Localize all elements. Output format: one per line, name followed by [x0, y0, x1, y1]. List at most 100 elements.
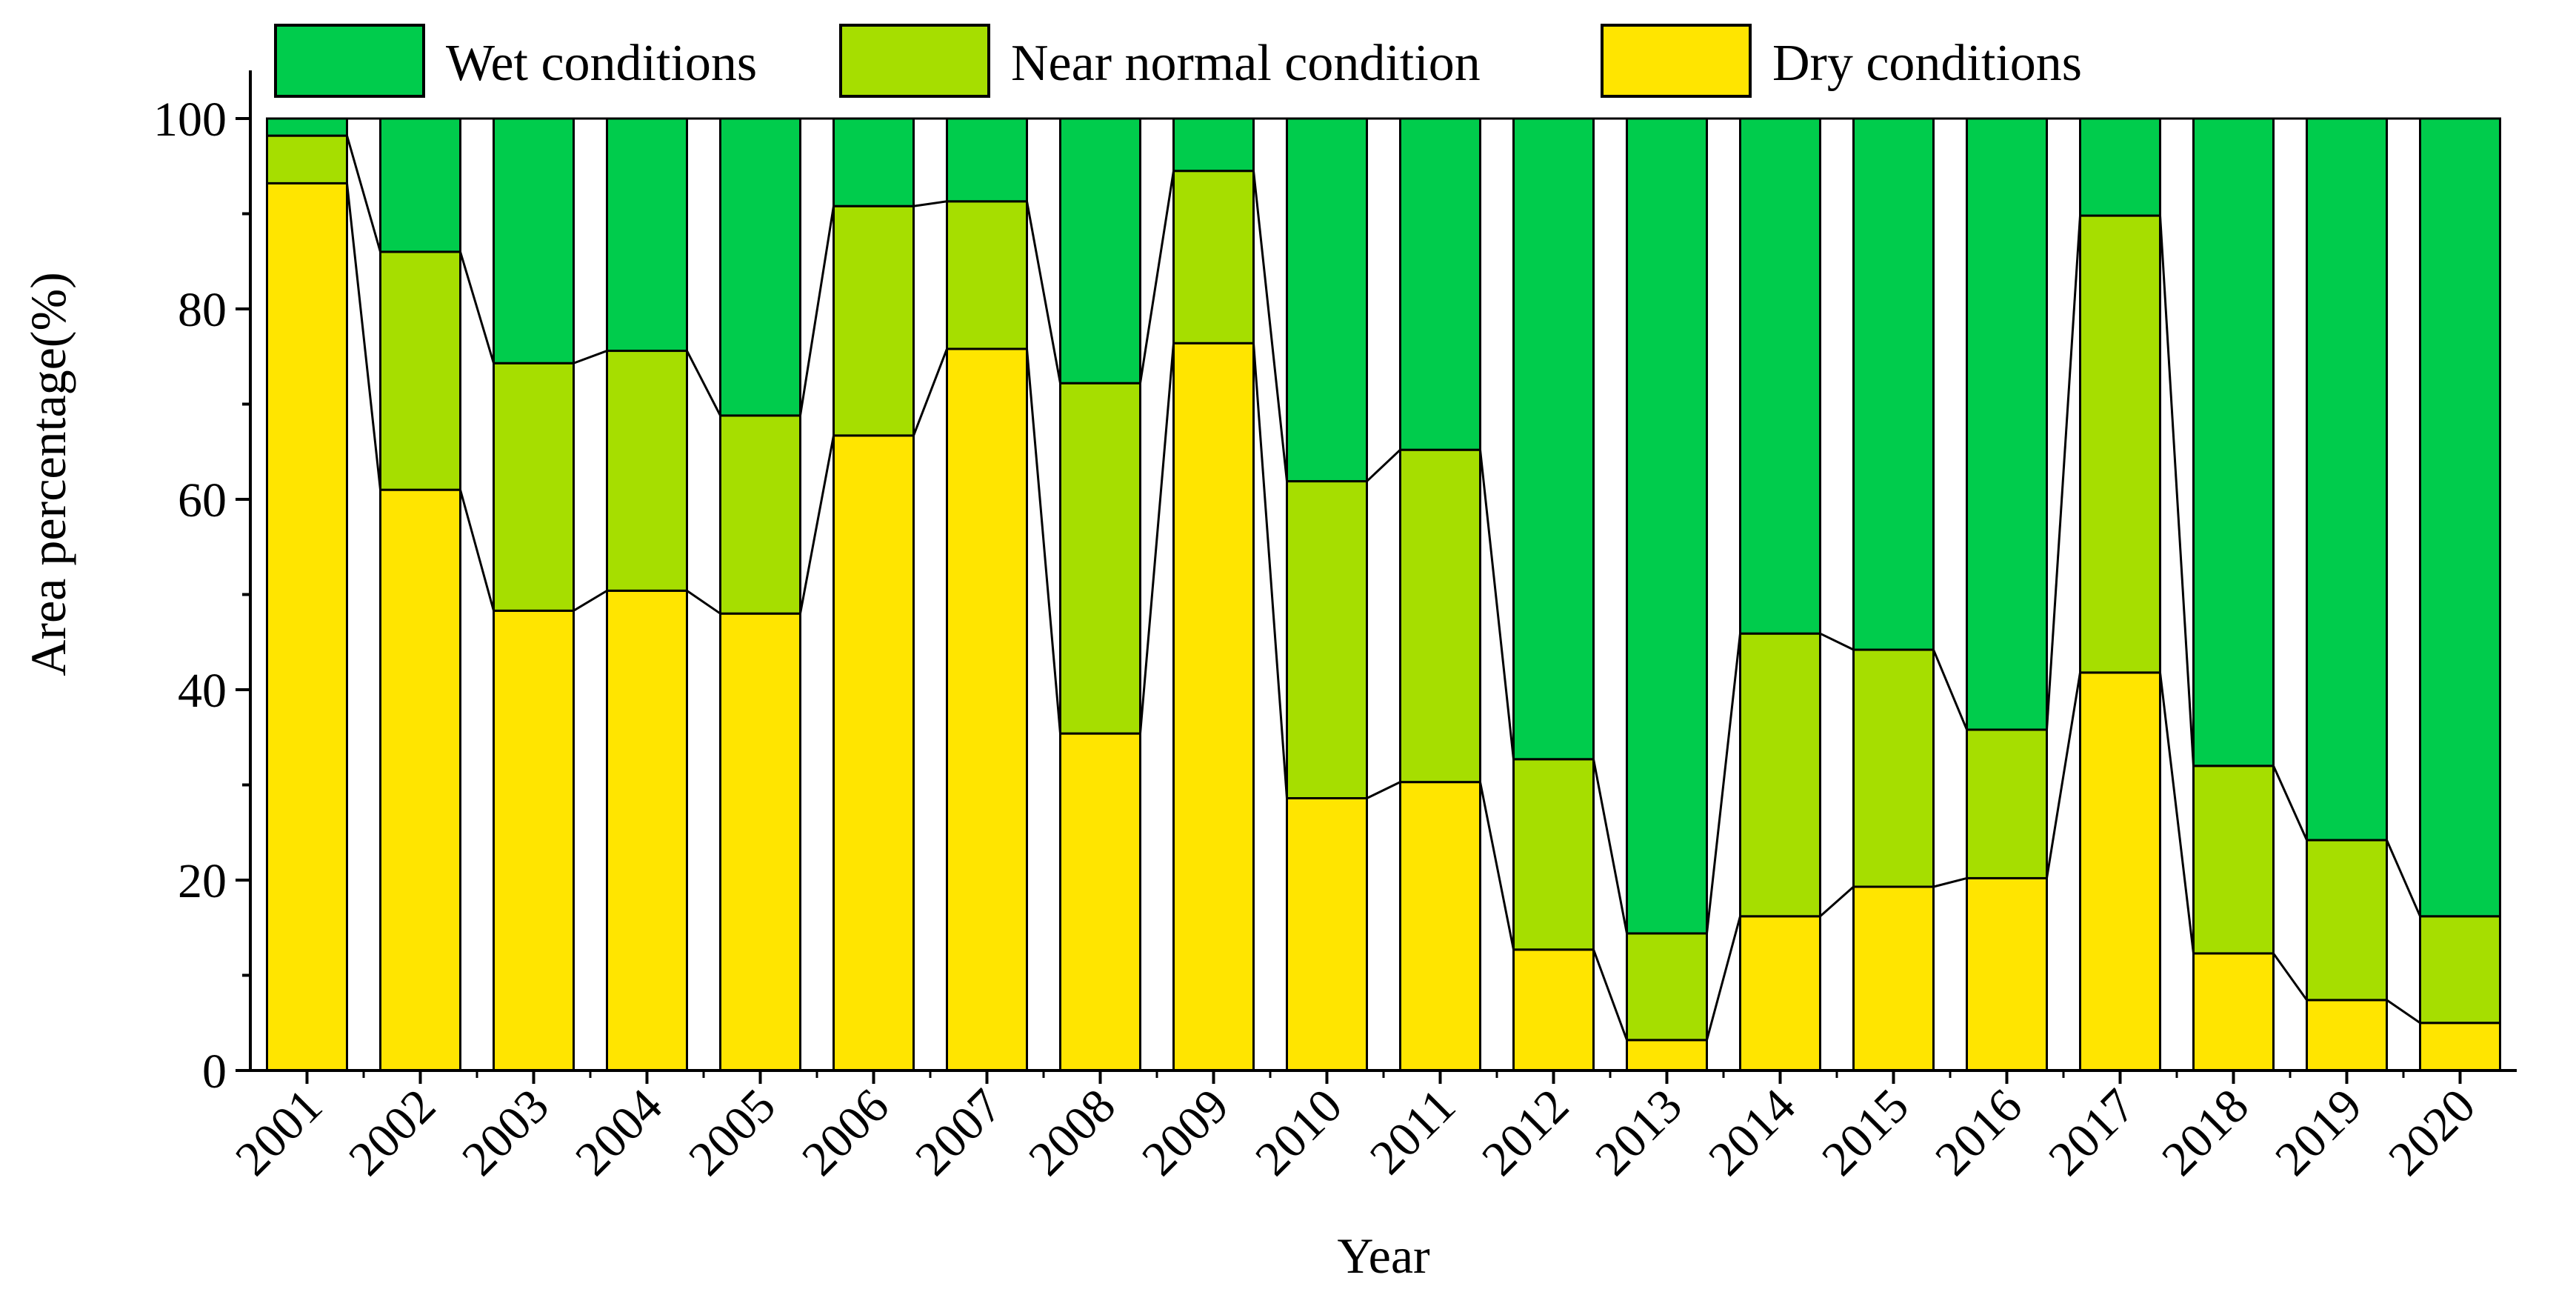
x-tick-label-2020: 2020: [2378, 1079, 2486, 1186]
bar-wet-conditions-2019: [2306, 117, 2388, 842]
bar-near-normal-condition-2005: [719, 414, 801, 615]
bar-near-normal-condition-2001: [266, 134, 348, 184]
legend-swatch-wet-conditions: [274, 24, 425, 98]
bar-dry-conditions-2005: [719, 612, 801, 1072]
bar-near-normal-condition-2013: [1626, 932, 1708, 1042]
connector-dry-conditions-2011: [1479, 782, 1515, 950]
bar-dry-conditions-2009: [1172, 342, 1255, 1072]
bar-dry-conditions-2003: [493, 609, 575, 1072]
bar-wet-conditions-2008: [1059, 117, 1141, 384]
bar-wet-conditions-2011: [1399, 117, 1481, 451]
bar-near-normal-condition-2017: [2079, 214, 2161, 674]
connector-dry-conditions-2010: [1366, 781, 1401, 799]
connector-near-normal-condition-2001: [346, 135, 381, 253]
bar-dry-conditions-2008: [1059, 732, 1141, 1072]
bar-dry-conditions-2020: [2419, 1022, 2501, 1072]
connector-near-normal-condition-2003: [573, 350, 608, 364]
connector-dry-conditions-2006: [912, 348, 948, 436]
bar-wet-conditions-2018: [2192, 117, 2275, 767]
bar-wet-conditions-2002: [379, 117, 461, 253]
bar-near-normal-condition-2019: [2306, 839, 2388, 1002]
bar-wet-conditions-2015: [1852, 117, 1935, 651]
bar-dry-conditions-2014: [1739, 915, 1821, 1072]
x-tick-label-2010: 2010: [1245, 1079, 1352, 1186]
legend-label-near-normal-condition: Near normal condition: [1011, 35, 1481, 92]
bar-near-normal-condition-2016: [1966, 728, 2048, 879]
connector-near-normal-condition-2018: [2272, 765, 2308, 841]
legend-label-dry-conditions: Dry conditions: [1772, 35, 2082, 92]
connector-near-normal-condition-2002: [459, 251, 495, 364]
bar-near-normal-condition-2012: [1512, 758, 1595, 951]
y-tick-label-0: 0: [202, 1045, 227, 1099]
bar-wet-conditions-2009: [1172, 117, 1255, 173]
bar-wet-conditions-2005: [719, 117, 801, 417]
y-tick-label-20: 20: [178, 854, 227, 908]
connector-dry-conditions-2005: [799, 435, 835, 614]
bar-dry-conditions-2013: [1626, 1039, 1708, 1072]
bar-near-normal-condition-2004: [606, 350, 688, 592]
connector-dry-conditions-2003: [573, 590, 608, 612]
connector-near-normal-condition-2012: [1592, 759, 1628, 934]
connector-dry-conditions-2007: [1026, 348, 1061, 734]
connector-near-normal-condition-2019: [2386, 839, 2421, 917]
x-tick-label-2013: 2013: [1585, 1079, 1692, 1186]
connector-dry-conditions-2012: [1592, 949, 1628, 1041]
bar-wet-conditions-2003: [493, 117, 575, 364]
connector-near-normal-condition-2010: [1366, 449, 1401, 482]
series-lines-group: [346, 117, 2421, 1041]
connector-near-normal-condition-2008: [1139, 170, 1175, 384]
connector-dry-conditions-2017: [2159, 672, 2195, 954]
connector-dry-conditions-2009: [1252, 343, 1288, 799]
bar-dry-conditions-2016: [1966, 876, 2048, 1072]
x-tick-label-2015: 2015: [1812, 1079, 1919, 1186]
x-tick-label-2004: 2004: [565, 1079, 673, 1186]
connector-dry-conditions-2016: [2046, 672, 2081, 879]
x-tick-label-2017: 2017: [2038, 1079, 2146, 1186]
x-tick-label-2003: 2003: [452, 1079, 559, 1186]
legend-label-wet-conditions: Wet conditions: [446, 35, 757, 92]
bar-wet-conditions-2014: [1739, 117, 1821, 635]
connector-near-normal-condition-2007: [1026, 201, 1061, 384]
y-tick-label-100: 100: [153, 93, 227, 147]
bar-wet-conditions-2016: [1966, 117, 2048, 731]
y-tick-label-60: 60: [178, 473, 227, 527]
connector-near-normal-condition-2011: [1479, 450, 1515, 759]
bar-wet-conditions-2006: [832, 117, 915, 207]
connector-near-normal-condition-2006: [913, 200, 947, 207]
connector-near-normal-condition-2005: [799, 205, 835, 416]
x-tick-label-2002: 2002: [338, 1079, 446, 1186]
bar-dry-conditions-2012: [1512, 948, 1595, 1072]
x-tick-label-2008: 2008: [1018, 1079, 1126, 1186]
x-tick-label-2019: 2019: [2265, 1079, 2372, 1186]
bar-wet-conditions-2010: [1286, 117, 1368, 483]
x-tick-label-2006: 2006: [792, 1079, 899, 1186]
bars-group: [266, 117, 2501, 1072]
y-tick-label-80: 80: [178, 283, 227, 337]
bar-near-normal-condition-2010: [1286, 480, 1368, 799]
x-axis-title: Year: [1337, 1228, 1430, 1284]
bar-near-normal-condition-2002: [379, 250, 461, 491]
connector-dry-conditions-2004: [686, 590, 721, 615]
y-tick-label-40: 40: [178, 664, 227, 718]
bar-near-normal-condition-2015: [1852, 648, 1935, 888]
bar-dry-conditions-2015: [1852, 885, 1935, 1072]
connector-dry-conditions-2013: [1706, 916, 1741, 1041]
connector-dry-conditions-2019: [2386, 999, 2421, 1024]
bar-near-normal-condition-2020: [2419, 915, 2501, 1025]
bar-wet-conditions-2007: [946, 117, 1028, 203]
legend: Wet conditions Near normal condition Dry c…: [274, 24, 2082, 98]
y-axis-title: Area percentage(%): [20, 272, 76, 676]
bar-dry-conditions-2010: [1286, 796, 1368, 1072]
connector-near-normal-condition-2004: [686, 350, 721, 416]
connector-near-normal-condition-2013: [1706, 633, 1741, 934]
bar-dry-conditions-2007: [946, 347, 1028, 1072]
x-tick-label-2014: 2014: [1698, 1079, 1806, 1186]
bar-wet-conditions-2020: [2419, 117, 2501, 918]
bar-dry-conditions-2004: [606, 589, 688, 1072]
x-tick-label-2018: 2018: [2152, 1079, 2259, 1186]
bar-near-normal-condition-2011: [1399, 448, 1481, 784]
bar-wet-conditions-2013: [1626, 117, 1708, 935]
bar-near-normal-condition-2014: [1739, 632, 1821, 918]
bar-wet-conditions-2004: [606, 117, 688, 353]
